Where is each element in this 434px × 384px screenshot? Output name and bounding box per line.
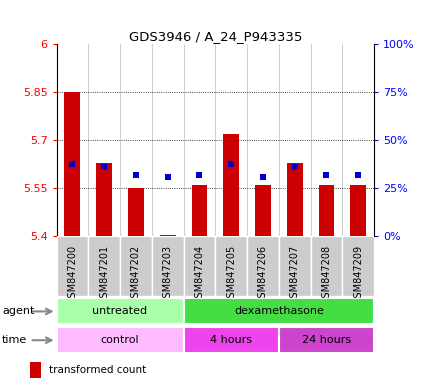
Bar [278,327,373,353]
Bar [56,236,88,296]
Text: transformed count: transformed count [49,364,146,374]
Bar [183,298,373,324]
Text: GSM847203: GSM847203 [162,245,172,304]
Bar [215,236,247,296]
Bar [56,298,183,324]
Text: GSM847208: GSM847208 [321,245,331,304]
Text: GSM847206: GSM847206 [257,245,267,304]
Bar [64,92,80,236]
Bar [286,162,302,236]
Bar [278,236,310,296]
Bar [128,188,144,236]
Bar [342,236,373,296]
Bar [223,134,239,236]
Text: GSM847200: GSM847200 [67,245,77,304]
Text: 4 hours: 4 hours [210,335,252,345]
Text: 24 hours: 24 hours [301,335,350,345]
Bar [318,185,334,236]
Bar [120,236,151,296]
Bar [151,236,183,296]
Text: GSM847202: GSM847202 [131,245,141,305]
Text: untreated: untreated [92,306,147,316]
Bar [349,185,365,236]
Bar [183,327,278,353]
Bar [30,362,41,378]
Text: time: time [2,335,27,345]
Bar [56,327,183,353]
Text: GSM847205: GSM847205 [226,245,236,305]
Text: GSM847207: GSM847207 [289,245,299,305]
Bar [159,235,175,236]
Bar [247,236,278,296]
Text: agent: agent [2,306,34,316]
Text: control: control [101,335,139,345]
Text: GSM847209: GSM847209 [352,245,362,304]
Bar [191,185,207,236]
Bar [254,185,270,236]
Text: dexamethasone: dexamethasone [233,306,323,316]
Text: GSM847204: GSM847204 [194,245,204,304]
Title: GDS3946 / A_24_P943335: GDS3946 / A_24_P943335 [128,30,301,43]
Bar [183,236,215,296]
Bar [88,236,120,296]
Text: GSM847201: GSM847201 [99,245,109,304]
Bar [96,162,112,236]
Bar [310,236,342,296]
